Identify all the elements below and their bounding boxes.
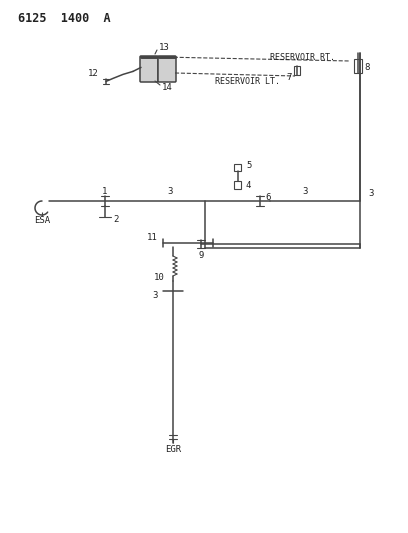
Text: 3: 3: [167, 188, 173, 197]
Text: 1: 1: [102, 187, 108, 196]
Text: 14: 14: [162, 83, 173, 92]
FancyBboxPatch shape: [140, 56, 158, 82]
Text: RESERVOIR LT.: RESERVOIR LT.: [215, 77, 280, 85]
Text: 3: 3: [368, 189, 373, 198]
Text: 7: 7: [287, 74, 292, 83]
Bar: [234, 164, 241, 171]
Text: 5: 5: [246, 161, 251, 171]
Text: 11: 11: [147, 233, 158, 243]
Text: 10: 10: [154, 273, 165, 282]
Text: 2: 2: [113, 214, 118, 223]
Text: ESA: ESA: [34, 216, 50, 225]
Text: 8: 8: [364, 63, 369, 72]
Bar: [354, 59, 362, 73]
Text: 4: 4: [246, 181, 251, 190]
Text: 6125  1400  A: 6125 1400 A: [18, 12, 111, 25]
Text: 6: 6: [265, 193, 271, 203]
Bar: [234, 181, 241, 189]
Text: 12: 12: [88, 69, 99, 78]
Text: 3: 3: [153, 292, 158, 301]
Text: RESERVOIR RT.: RESERVOIR RT.: [270, 52, 335, 61]
Text: 3: 3: [302, 188, 308, 197]
Text: EGR: EGR: [165, 445, 181, 454]
Text: 9: 9: [198, 252, 204, 261]
Bar: [294, 66, 300, 75]
FancyBboxPatch shape: [158, 56, 176, 82]
Text: 13: 13: [159, 44, 170, 52]
